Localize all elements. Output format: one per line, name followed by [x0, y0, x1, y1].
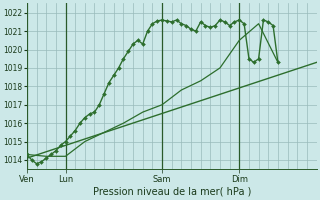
X-axis label: Pression niveau de la mer( hPa ): Pression niveau de la mer( hPa ) — [92, 187, 251, 197]
